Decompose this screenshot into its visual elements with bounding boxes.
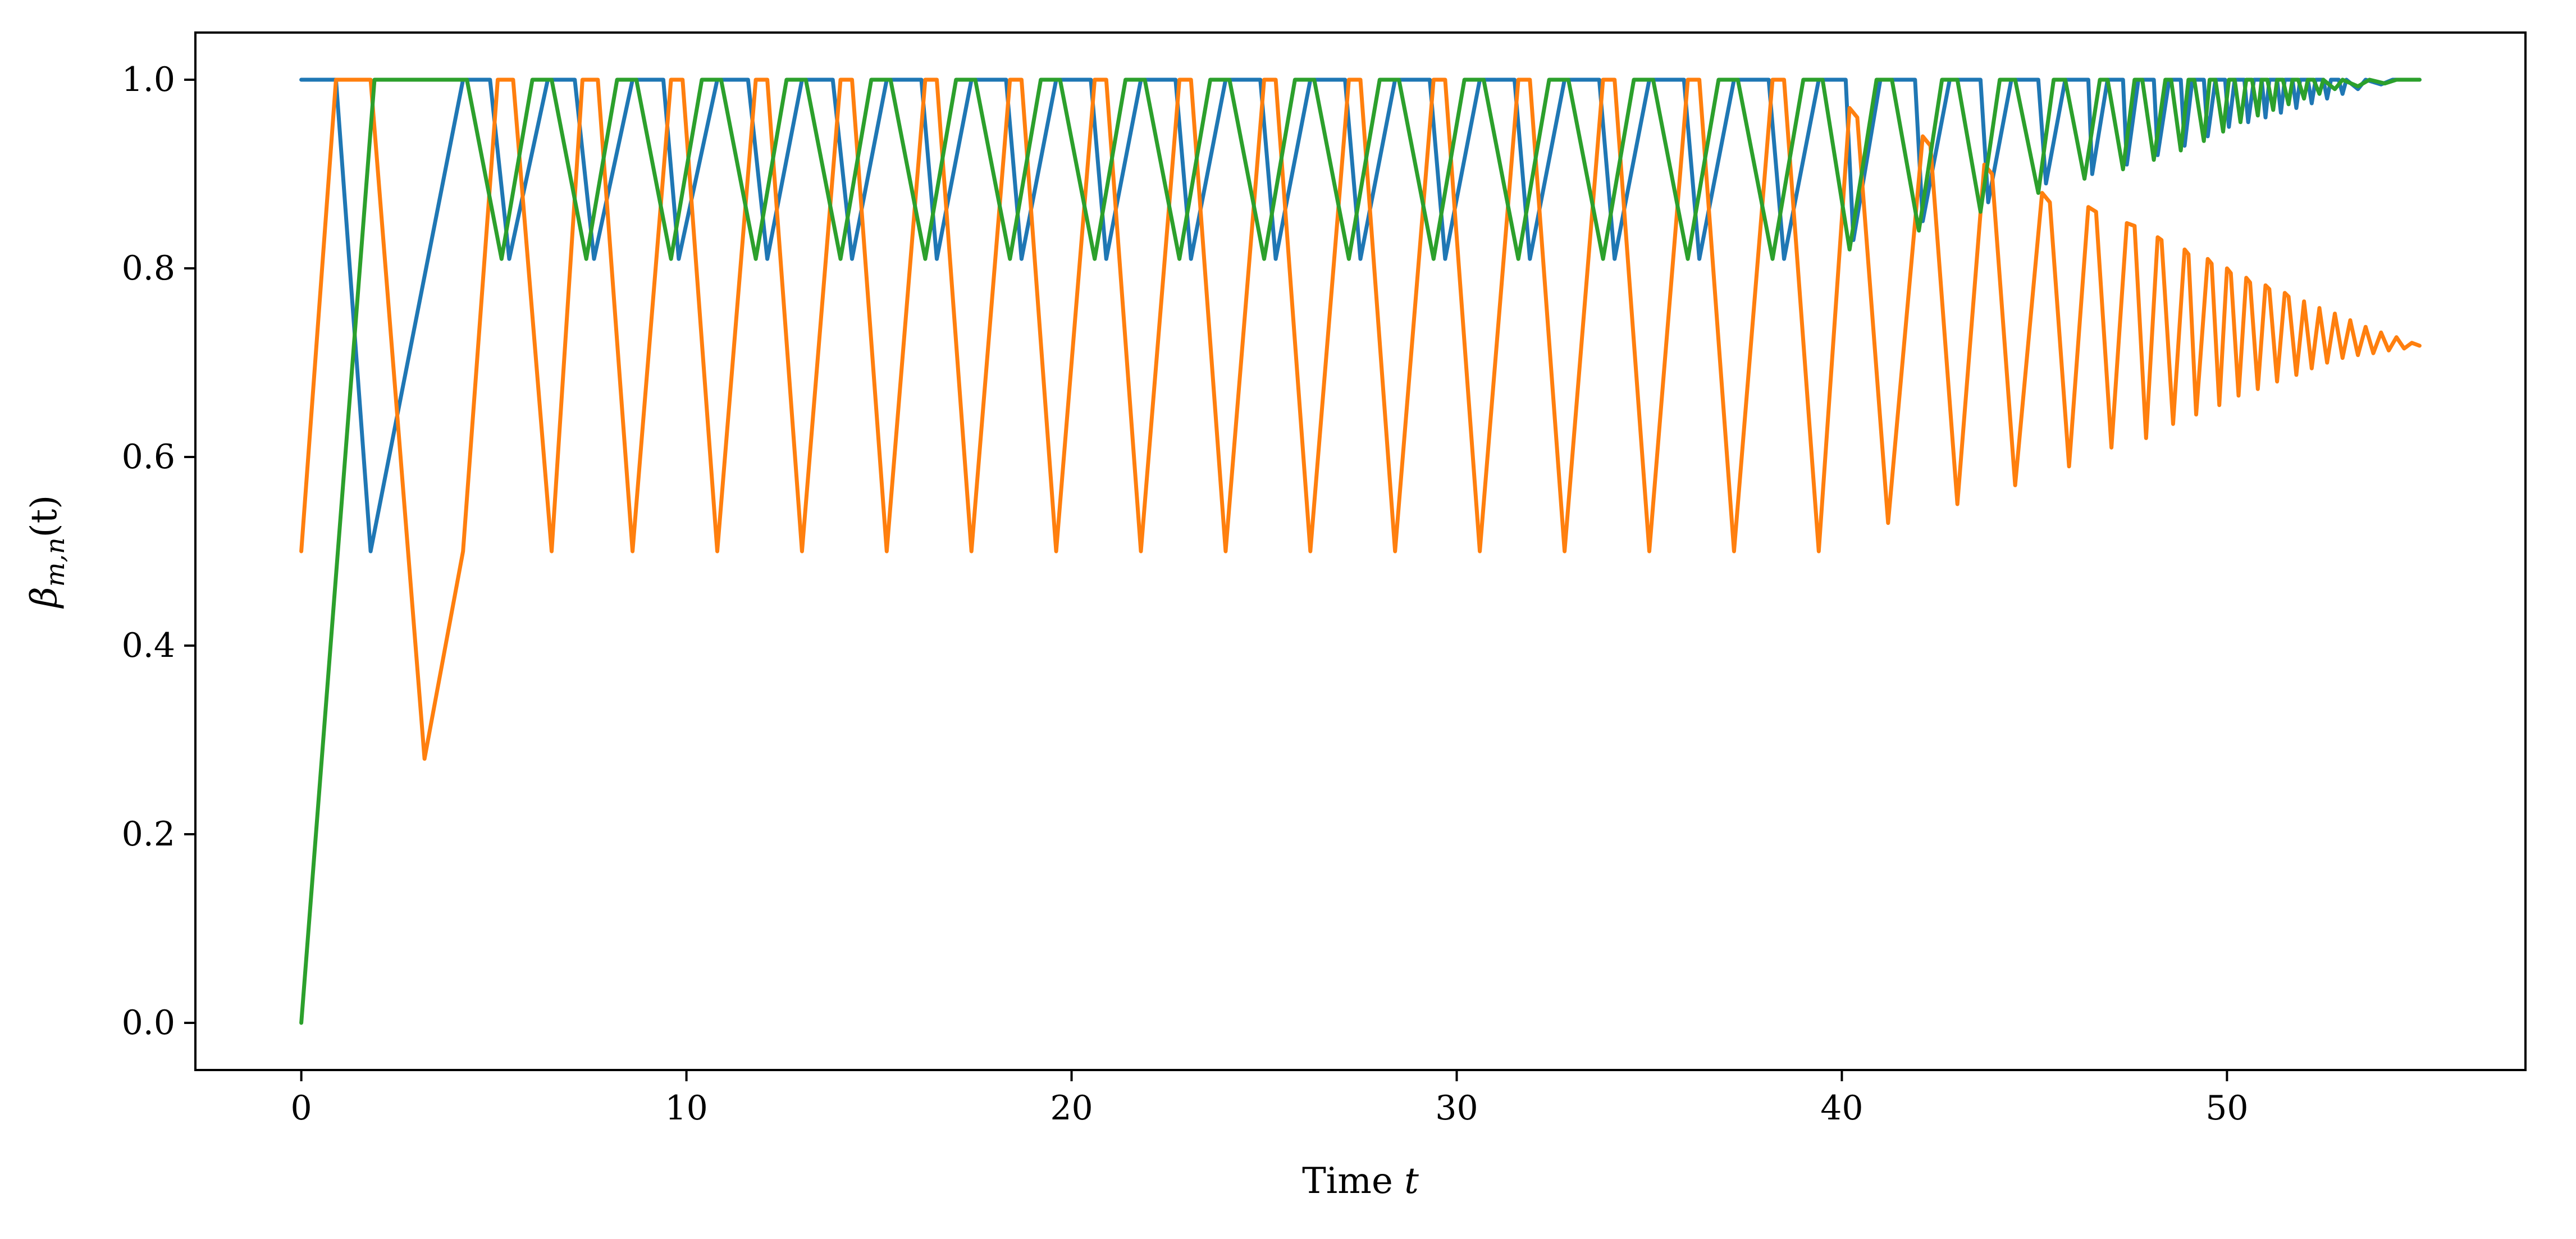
y-tick-label: 1.0 xyxy=(122,60,175,99)
series-line-3 xyxy=(299,77,2422,1025)
x-axis-label-text: Time xyxy=(1302,1160,1393,1202)
y-axis-label-argument: (t) xyxy=(24,495,65,538)
y-axis-ticks: 0.0 0.2 0.4 0.6 0.8 1.0 xyxy=(122,60,195,1043)
y-axis-label: βm,n(t) xyxy=(24,495,70,609)
series-layer xyxy=(299,77,2422,1025)
x-tick-label: 40 xyxy=(1820,1089,1863,1128)
x-tick-label: 30 xyxy=(1435,1089,1478,1128)
x-tick-label: 0 xyxy=(291,1089,312,1128)
y-tick-label: 0.8 xyxy=(122,249,175,288)
x-tick-label: 10 xyxy=(665,1089,707,1128)
x-axis-label-variable: t xyxy=(1404,1160,1419,1202)
plot-frame xyxy=(194,31,2527,1071)
series-line-1 xyxy=(299,77,2422,554)
y-tick-label: 0.2 xyxy=(122,815,175,854)
x-tick-label: 50 xyxy=(2205,1089,2248,1128)
y-axis-label-symbol: β xyxy=(24,587,65,609)
y-axis-label-subscript: m,n xyxy=(40,537,70,587)
x-axis-ticks: 0 10 20 30 40 50 xyxy=(291,1070,2249,1128)
y-tick-label: 0.4 xyxy=(122,626,175,665)
x-axis-label: Time t xyxy=(1302,1160,1419,1202)
x-tick-label: 20 xyxy=(1050,1089,1093,1128)
y-tick-label: 0.0 xyxy=(122,1003,175,1043)
y-tick-label: 0.6 xyxy=(122,437,175,477)
series-line-2 xyxy=(299,77,2422,761)
